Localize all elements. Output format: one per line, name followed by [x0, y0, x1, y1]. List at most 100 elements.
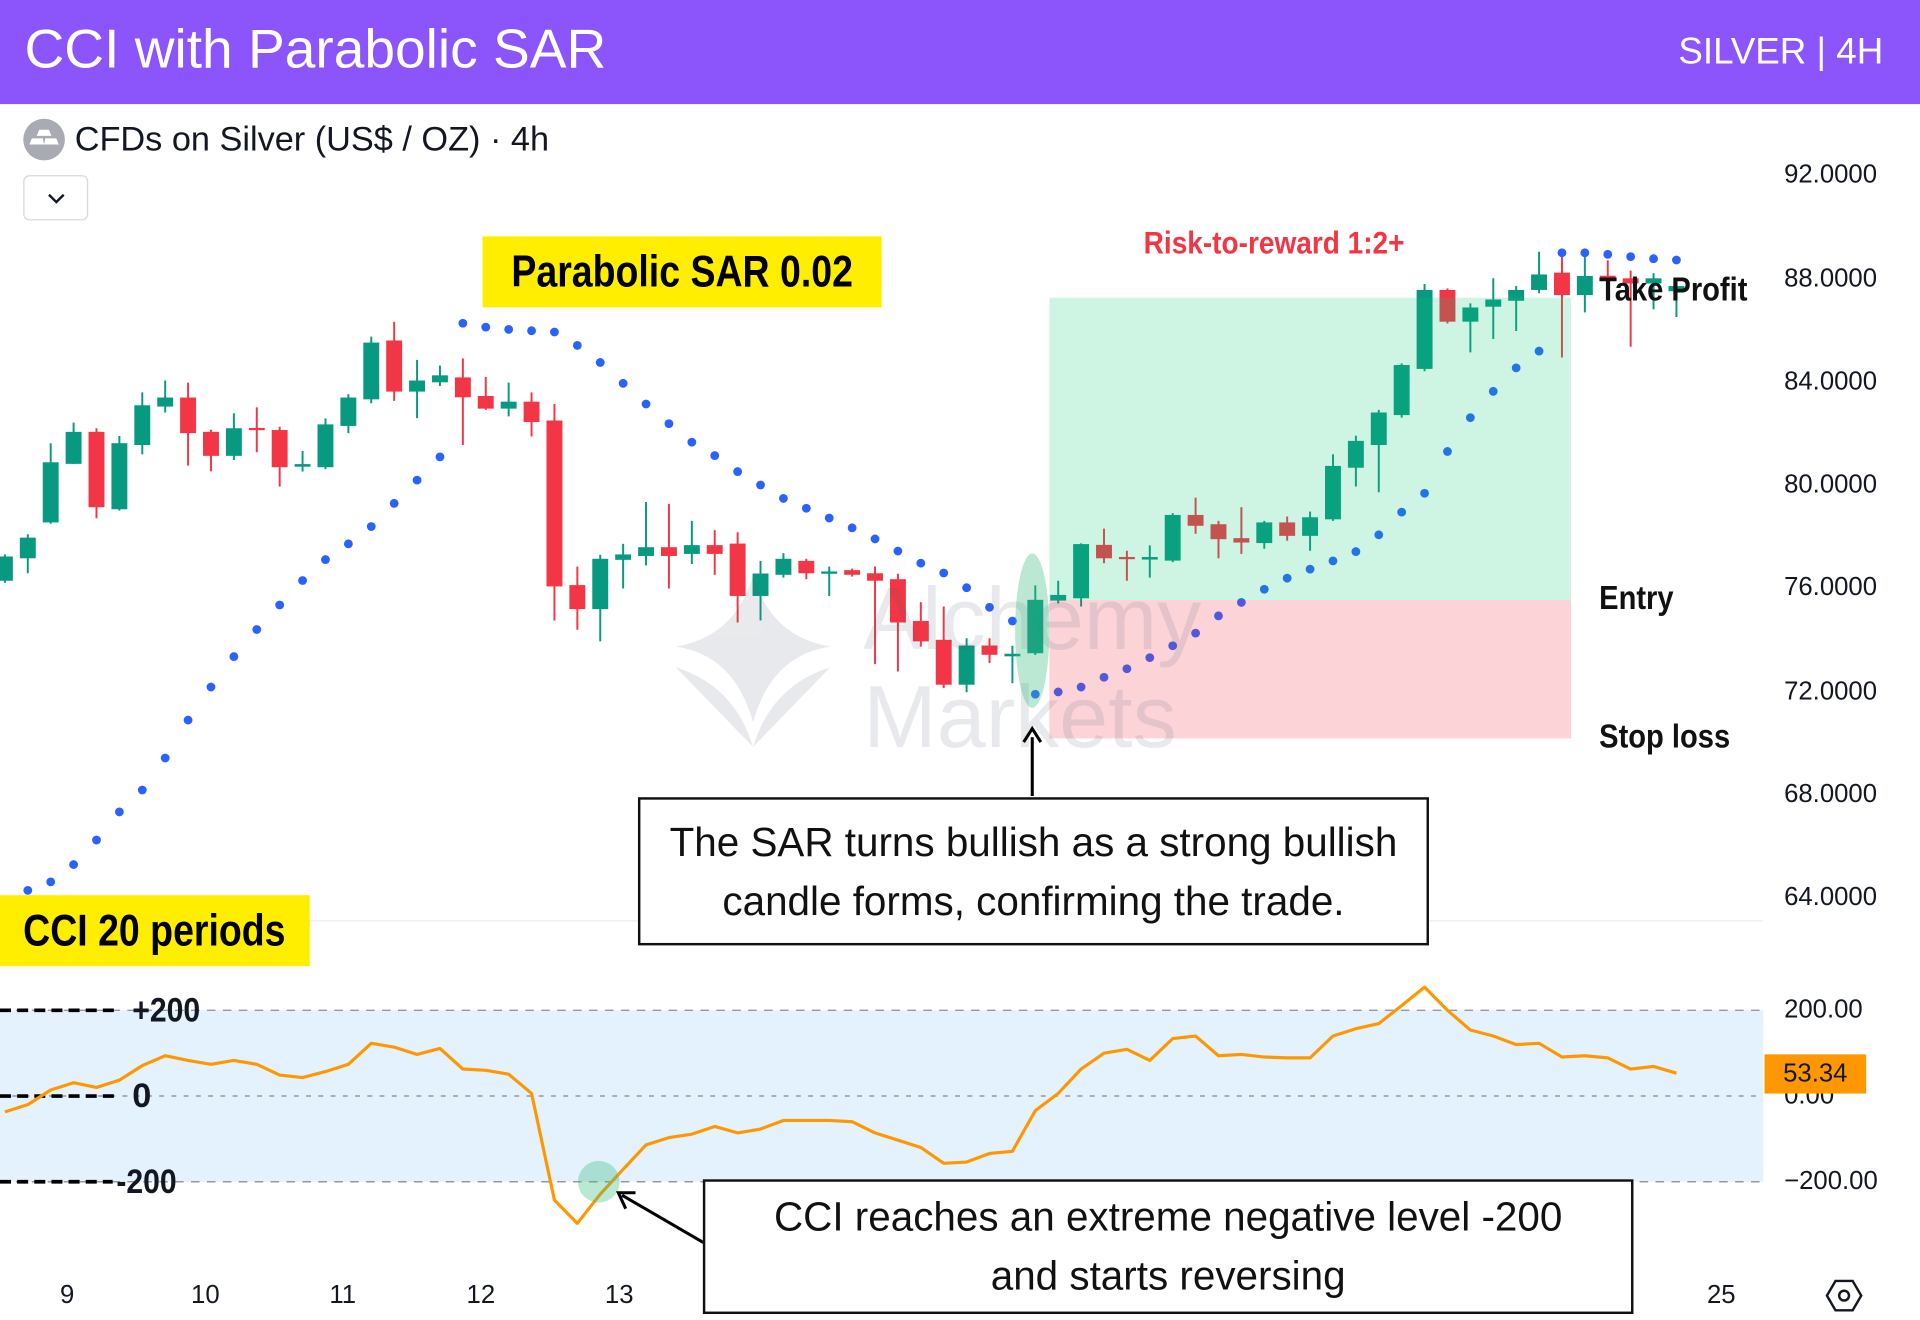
- candle: [592, 555, 608, 641]
- sar-dot: [207, 683, 216, 692]
- candle: [272, 427, 288, 487]
- candle: [249, 407, 265, 452]
- candle: [363, 337, 379, 404]
- sar-dot: [1558, 248, 1567, 257]
- candle-body: [89, 432, 105, 507]
- candle: [455, 358, 471, 445]
- candle-body: [821, 571, 837, 573]
- sar-dot: [298, 576, 307, 585]
- candle: [546, 404, 562, 620]
- sar-dot: [573, 341, 582, 350]
- time-tick: 13: [605, 1281, 634, 1310]
- candle: [1531, 252, 1547, 294]
- sar-dot: [756, 481, 765, 490]
- sar-dot: [802, 504, 811, 513]
- price-tick: 80.0000: [1784, 470, 1877, 499]
- candle: [661, 504, 677, 589]
- sar-dot: [504, 325, 513, 334]
- sar-dot: [1672, 256, 1681, 265]
- candle: [569, 567, 585, 630]
- price-tick: 64.0000: [1784, 883, 1877, 912]
- candle: [226, 413, 242, 460]
- sar-dot: [115, 808, 124, 817]
- sar-dot: [458, 319, 467, 328]
- candle-body: [707, 545, 723, 554]
- candle: [386, 322, 402, 401]
- candle: [1577, 253, 1593, 312]
- price-tick: 68.0000: [1784, 780, 1877, 809]
- candle-body: [730, 544, 746, 596]
- cci-zero-label: 0: [132, 1076, 151, 1115]
- candle: [821, 567, 837, 596]
- candle-body: [157, 398, 173, 407]
- cci-last-value-badge: 53.34: [1764, 1054, 1866, 1093]
- candle-body: [661, 547, 677, 556]
- candle-body: [318, 424, 334, 467]
- sar-dot: [275, 601, 284, 610]
- candle-body: [569, 585, 585, 609]
- candle-body: [0, 556, 13, 580]
- sar-dot: [848, 523, 857, 532]
- candle-body: [1554, 273, 1570, 295]
- price-tick: 76.0000: [1784, 573, 1877, 602]
- candle-body: [409, 381, 425, 392]
- sar-dot: [916, 559, 925, 568]
- candle-body: [66, 432, 82, 464]
- candle-body: [203, 432, 219, 456]
- time-tick: 12: [467, 1281, 496, 1310]
- candle-body: [134, 405, 150, 445]
- candle: [43, 443, 59, 524]
- sar-annotation-line: candle forms, confirming the trade.: [722, 871, 1344, 930]
- sar-dot: [710, 451, 719, 460]
- time-tick: 11: [329, 1281, 356, 1310]
- sar-dot: [596, 358, 605, 367]
- candle-body: [592, 559, 608, 609]
- sar-annotation-box: The SAR turns bullish as a strong bullis…: [638, 797, 1429, 945]
- sar-dot: [229, 652, 238, 661]
- sar-dot: [1580, 248, 1589, 257]
- sar-dot: [1649, 254, 1658, 263]
- candle: [66, 423, 82, 465]
- sar-dot: [321, 555, 330, 564]
- sar-dot: [69, 860, 78, 869]
- candle-body: [386, 341, 402, 392]
- risk-reward-label: Risk-to-reward 1:2+: [1144, 224, 1405, 262]
- candle: [684, 521, 700, 564]
- sar-dot: [436, 452, 445, 461]
- candle: [524, 392, 540, 436]
- cci-annotation-line: CCI reaches an extreme negative level -2…: [774, 1188, 1562, 1247]
- candle: [340, 394, 356, 433]
- cci-annotation-box: CCI reaches an extreme negative level -2…: [703, 1179, 1634, 1314]
- candle-body: [638, 547, 654, 556]
- candle: [798, 559, 814, 579]
- price-tick: 92.0000: [1784, 160, 1877, 189]
- candle-body: [546, 421, 562, 587]
- sar-dot: [390, 499, 399, 508]
- time-tick: 25: [1707, 1281, 1736, 1310]
- candle: [89, 428, 105, 518]
- entry-label: Entry: [1599, 580, 1673, 618]
- cci-label: CCI 20 periods: [0, 895, 310, 966]
- sar-dot: [733, 467, 742, 476]
- sar-dot: [46, 877, 55, 886]
- cci-minus200-label: -200: [116, 1162, 176, 1201]
- sar-dot: [642, 400, 651, 409]
- sar-dot: [550, 328, 559, 337]
- candle-body: [295, 464, 311, 467]
- candle: [844, 569, 860, 577]
- candle: [478, 377, 494, 410]
- cci-tick: −200.00: [1784, 1167, 1878, 1196]
- sar-dot: [825, 514, 834, 523]
- candle: [638, 502, 654, 565]
- candle: [180, 383, 196, 466]
- watermark-star: [676, 576, 830, 723]
- candle-body: [272, 430, 288, 467]
- cci-label-text: CCI 20 periods: [24, 905, 286, 956]
- candle-body: [363, 343, 379, 400]
- psar-label-text: Parabolic SAR 0.02: [511, 246, 853, 297]
- sar-dot: [871, 535, 880, 544]
- candle-body: [340, 398, 356, 426]
- candle-body: [524, 402, 540, 422]
- sar-dot: [344, 539, 353, 548]
